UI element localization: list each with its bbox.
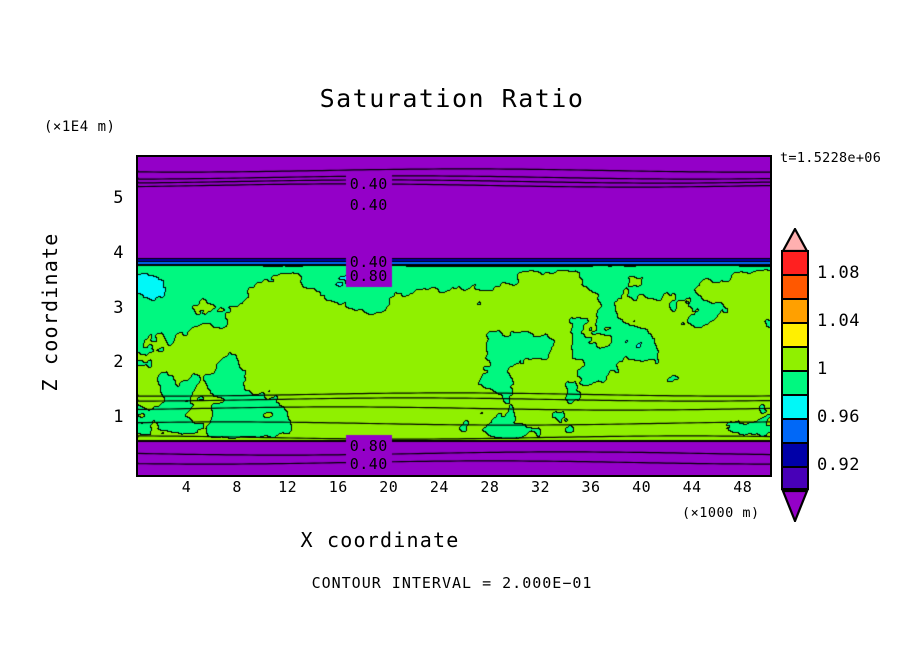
colorbar-tick-label: 0.92 xyxy=(817,455,860,475)
y-tick xyxy=(770,420,772,421)
colorbar[interactable] xyxy=(781,228,809,522)
colorbar-segment[interactable] xyxy=(781,322,809,346)
colorbar-segment[interactable] xyxy=(781,370,809,394)
y-tick xyxy=(136,365,138,366)
x-tick-label: 44 xyxy=(682,478,702,496)
y-tick xyxy=(770,365,772,366)
x-tick-label: 20 xyxy=(379,478,399,496)
x-tick-label: 32 xyxy=(530,478,550,496)
y-tick-label: 5 xyxy=(113,187,124,208)
colorbar-segment[interactable] xyxy=(781,418,809,442)
y-tick-label: 4 xyxy=(113,242,124,263)
x-tick xyxy=(745,155,746,157)
x-tick xyxy=(492,155,493,157)
x-tick xyxy=(340,475,341,477)
y-tick xyxy=(770,311,772,312)
x-tick xyxy=(593,475,594,477)
contour-label: 0.80 xyxy=(349,267,388,286)
y-tick-label: 1 xyxy=(113,407,124,428)
x-tick xyxy=(239,155,240,157)
y-tick xyxy=(136,256,138,257)
colorbar-tick-label: 1.04 xyxy=(817,311,860,331)
contour-label: 0.40 xyxy=(349,252,388,271)
x-tick xyxy=(189,475,190,477)
x-tick xyxy=(441,155,442,157)
y-tick xyxy=(136,420,138,421)
x-tick xyxy=(593,155,594,157)
x-tick-label: 8 xyxy=(232,478,242,496)
x-tick-label: 48 xyxy=(733,478,753,496)
colorbar-tick-label: 1.08 xyxy=(817,263,860,283)
colorbar-segment[interactable] xyxy=(781,274,809,298)
colorbar-segment[interactable] xyxy=(781,394,809,418)
colorbar-segment[interactable] xyxy=(781,298,809,322)
x-tick xyxy=(290,475,291,477)
x-tick xyxy=(492,475,493,477)
x-tick xyxy=(644,155,645,157)
x-tick xyxy=(340,155,341,157)
x-tick xyxy=(644,475,645,477)
y-axis-title: Z coordinate xyxy=(38,232,62,392)
colorbar-segment[interactable] xyxy=(781,442,809,466)
y-tick xyxy=(770,201,772,202)
x-tick xyxy=(189,155,190,157)
colorbar-tick-label: 1 xyxy=(817,359,828,379)
x-tick-label: 4 xyxy=(181,478,192,496)
contour-label: 0.40 xyxy=(349,454,388,473)
contour-label: 0.40 xyxy=(349,175,388,194)
time-annotation: t=1.5228e+06 xyxy=(780,150,882,166)
page-title: Saturation Ratio xyxy=(319,84,585,113)
x-tick xyxy=(694,475,695,477)
x-tick xyxy=(391,475,392,477)
x-tick-label: 24 xyxy=(429,478,449,496)
y-tick xyxy=(770,256,772,257)
x-axis-title: X coordinate xyxy=(300,528,460,552)
x-tick xyxy=(290,155,291,157)
contour-plot-area: 0.40 0.40 0.40 0.80 0.80 0.40 xyxy=(136,155,772,477)
contour-label: 0.80 xyxy=(349,437,388,456)
colorbar-tick-label: 0.96 xyxy=(817,407,860,427)
x-tick xyxy=(694,155,695,157)
contour-interval-note: CONTOUR INTERVAL = 2.000E−01 xyxy=(311,574,593,592)
contour-field-canvas xyxy=(138,157,770,475)
colorbar-segment[interactable] xyxy=(781,466,809,490)
x-tick xyxy=(239,475,240,477)
x-tick xyxy=(542,155,543,157)
x-tick-label: 36 xyxy=(581,478,601,496)
x-tick-label: 40 xyxy=(632,478,652,496)
y-tick xyxy=(136,201,138,202)
x-tick xyxy=(745,475,746,477)
x-tick-label: 12 xyxy=(278,478,298,496)
x-tick-label: 16 xyxy=(328,478,348,496)
y-tick-label: 2 xyxy=(113,352,124,373)
colorbar-under-arrow xyxy=(781,490,809,522)
colorbar-segment[interactable] xyxy=(781,346,809,370)
y-axis-units-label: (×1E4 m) xyxy=(44,119,116,135)
x-tick-label: 28 xyxy=(480,478,500,496)
colorbar-segment[interactable] xyxy=(781,250,809,274)
x-tick xyxy=(542,475,543,477)
y-tick-label: 3 xyxy=(113,297,124,318)
y-tick xyxy=(136,311,138,312)
x-tick xyxy=(391,155,392,157)
x-axis-units-label: (×1000 m) xyxy=(682,505,760,521)
x-tick xyxy=(441,475,442,477)
contour-label: 0.40 xyxy=(349,195,388,214)
colorbar-over-arrow xyxy=(781,228,809,252)
